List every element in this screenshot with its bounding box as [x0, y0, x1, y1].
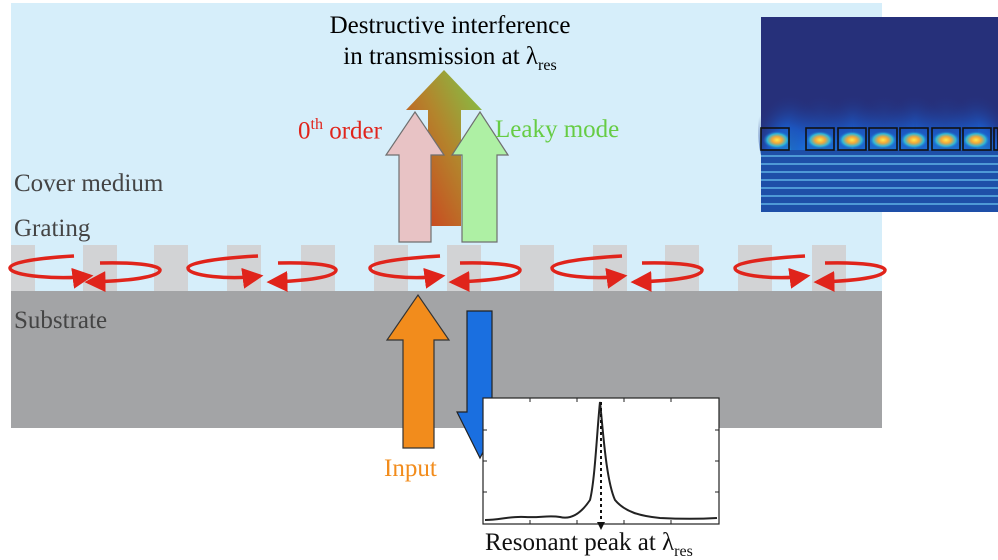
resonant-peak-text: Resonant peak at λ: [485, 529, 675, 556]
resonant-peak-label: Resonant peak at λres: [485, 530, 693, 560]
resonant-peak-subscript: res: [674, 543, 693, 560]
input-arrow: [385, 293, 451, 449]
interference-arrow: [406, 70, 482, 226]
red-circulating-arrow-icon: [186, 254, 338, 293]
red-circulating-arrow-icon: [8, 254, 162, 293]
title-line-2-subscript: res: [538, 57, 557, 74]
cover-medium-label: Cover medium: [14, 170, 164, 197]
title-line-2: in transmission at λres: [0, 44, 900, 74]
leaky-mode-label: Leaky mode: [495, 116, 620, 143]
zeroth-order-superscript: th: [310, 116, 323, 133]
red-circulating-arrow-icon: [550, 254, 704, 293]
substrate-region: [11, 291, 882, 428]
red-circulating-arrow-icon: [368, 254, 522, 293]
zeroth-order-label: 0th order: [298, 116, 382, 145]
substrate-label: Substrate: [14, 307, 108, 334]
grating-label: Grating: [14, 215, 91, 242]
input-label: Input: [384, 455, 437, 482]
guided-mode-arrows: [8, 254, 887, 293]
title-line-1: Destructive interference: [329, 12, 571, 39]
title-line-2-text: in transmission at λ: [343, 43, 539, 70]
red-circulating-arrow-icon: [733, 254, 887, 293]
resonance-spectrum-plot: [482, 397, 720, 530]
spectrum-curve: [484, 401, 718, 521]
leaky-mode-arrow: [450, 110, 510, 243]
zeroth-order-arrow: [384, 110, 446, 243]
zeroth-order-number: 0: [298, 117, 311, 145]
field-distribution-thumbnail: [758, 17, 998, 212]
zeroth-order-word: order: [322, 117, 382, 145]
